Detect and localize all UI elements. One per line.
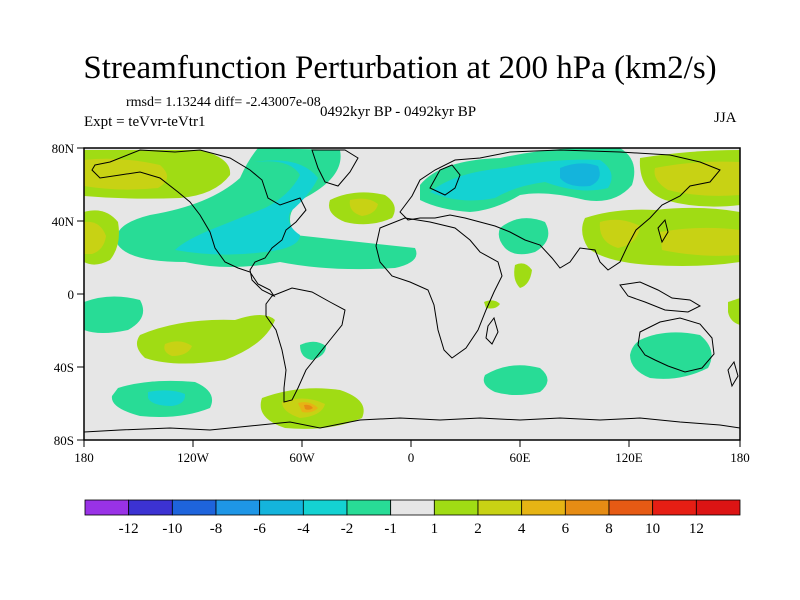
contour-pos-atlantic-core: [349, 198, 378, 216]
contour-pos-southatlantic-core3: [304, 404, 313, 410]
colorbar-label: 2: [474, 521, 482, 537]
experiment-label: Expt = teVvr-teVtr1: [84, 114, 206, 130]
contour-neg-australia: [630, 332, 712, 379]
contour-neg-siberia-core: [560, 163, 600, 187]
colorbar-swatch: [433, 499, 479, 516]
coast-south-america: [265, 287, 346, 403]
contour-pos-westpacific-core: [84, 221, 106, 254]
coast-scandinavia: [429, 164, 461, 196]
stats-label: rmsd= 1.13244 diff= -2.43007e-08: [126, 95, 321, 110]
lon-tick-labels: 180 120W 60W 0 60E 120E 180: [74, 450, 750, 465]
contour-neg-samerica: [300, 341, 326, 360]
colorbar-label: 10: [645, 521, 660, 537]
contour-pos-indianocean-east: [728, 298, 740, 325]
lon-tick-label: 180: [74, 450, 94, 465]
coast-japan: [657, 218, 669, 244]
colorbar-label: -12: [119, 521, 139, 537]
colorbar-label: 6: [562, 521, 570, 537]
coast-eurasia: [399, 149, 721, 271]
contour-fills: [84, 148, 740, 429]
season-label: JJA: [714, 110, 737, 126]
colorbar-label: 8: [605, 521, 613, 537]
colorbar-label: -10: [162, 521, 182, 537]
colorbar-swatch: [390, 499, 435, 516]
contour-pos-eastasia-core2: [660, 227, 740, 256]
contour-pos-northeastasia-core: [654, 161, 740, 196]
lon-tick-label: 60E: [510, 450, 531, 465]
lat-tick-label: 80S: [54, 433, 74, 448]
coast-southeast-asia: [619, 281, 702, 313]
colorbar-swatch: [128, 499, 173, 516]
colorbar-label: -4: [297, 521, 310, 537]
contour-neg-arabia: [498, 218, 549, 255]
contour-neg-indianocean: [483, 365, 548, 395]
colorbar-label: 4: [518, 521, 526, 537]
colorbar-swatch: [259, 499, 304, 516]
colorbar-swatch: [695, 499, 741, 516]
colorbar-label: -2: [341, 521, 354, 537]
contour-neg-tropicpacific: [84, 296, 144, 333]
lon-tick-label: 180: [730, 450, 750, 465]
contour-neg-northamerica-core: [175, 160, 318, 255]
lat-tick-label: 40S: [54, 360, 74, 375]
colorbar-swatch: [346, 499, 392, 516]
coastlines: [84, 149, 740, 433]
colorbar-label: -1: [384, 521, 397, 537]
lon-tick-label: 0: [408, 450, 415, 465]
lat-tick-label: 0: [68, 287, 75, 302]
colorbar-label: 1: [431, 521, 439, 537]
colorbar-swatch: [215, 499, 261, 516]
coast-antarctica: [84, 417, 740, 433]
colorbar-label: -6: [253, 521, 266, 537]
coast-new-zealand: [727, 360, 739, 388]
colorbar-swatch: [652, 499, 697, 516]
coast-north-america: [91, 149, 307, 298]
coast-australia: [637, 317, 715, 373]
lat-tick-label: 40N: [52, 214, 75, 229]
lat-tick-label: 80N: [52, 141, 75, 156]
lat-tick-labels: 80N 40N 0 40S 80S: [52, 141, 75, 448]
colorbar-label: 12: [689, 521, 704, 537]
colorbar-swatch: [302, 499, 348, 516]
colorbar-label: -8: [210, 521, 223, 537]
contour-neg-southpacific-core: [148, 390, 186, 406]
period-label: 0492kyr BP - 0492kyr BP: [320, 104, 477, 120]
lon-tick-label: 120W: [177, 450, 210, 465]
colorbar-swatch: [564, 499, 610, 516]
lon-tick-label: 60W: [289, 450, 315, 465]
colorbar-swatch: [608, 499, 654, 516]
colorbar-labels: -12 -10 -8 -6 -4 -2 -1 1 2 4 6 8 10 12: [119, 521, 704, 537]
contour-pos-arabiansea: [514, 263, 532, 288]
colorbar-swatch: [84, 499, 130, 516]
coast-africa: [375, 217, 503, 359]
colorbar: [84, 499, 741, 516]
contour-pos-eastpacific-core: [164, 341, 192, 356]
coast-greenland: [311, 149, 359, 187]
tick-marks: [77, 147, 741, 447]
colorbar-swatch: [521, 499, 566, 516]
colorbar-swatch: [477, 499, 523, 516]
lon-tick-label: 120E: [615, 450, 643, 465]
coast-madagascar: [485, 316, 499, 345]
colorbar-swatch: [171, 499, 217, 516]
plot-title: Streamfunction Perturbation at 200 hPa (…: [83, 50, 717, 86]
